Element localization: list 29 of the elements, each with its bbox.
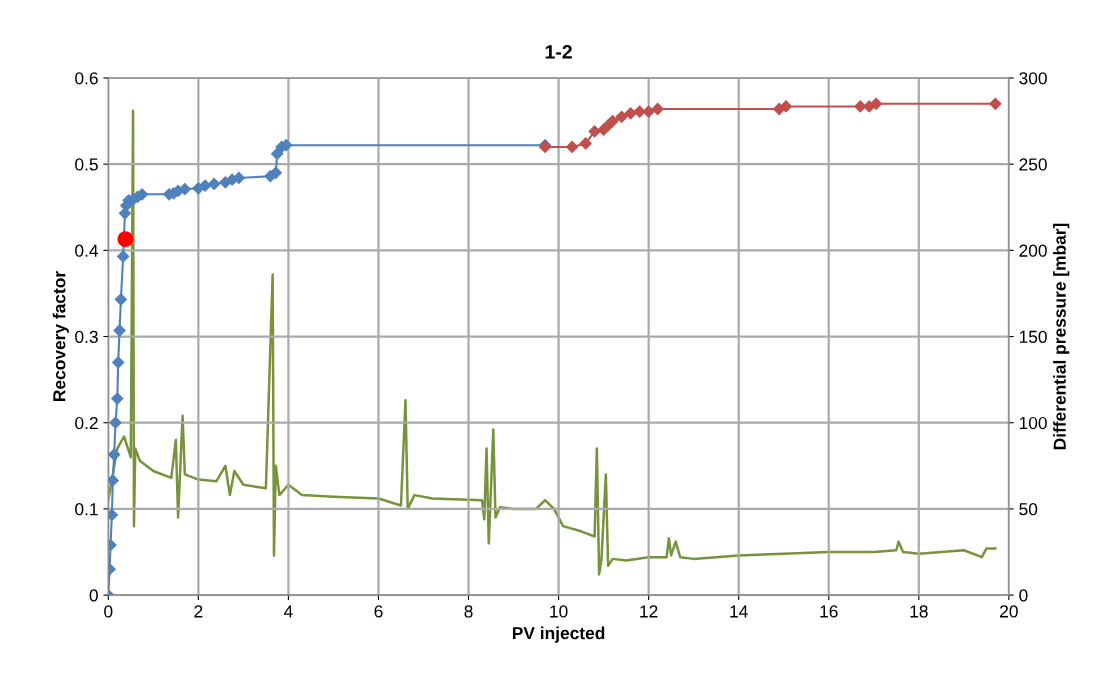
- x-tick-label: 16: [820, 605, 838, 618]
- x-tick-label: 14: [730, 605, 748, 618]
- y2-tick-label: 100: [1019, 416, 1047, 430]
- x-tick-label: 8: [464, 605, 473, 618]
- y2-tick-label: 200: [1019, 244, 1047, 257]
- y-tick-label: 0.2: [75, 416, 98, 430]
- x-tick-label: 20: [1000, 605, 1018, 618]
- y2-tick-label: 150: [1019, 330, 1047, 343]
- y2-tick-label: 50: [1019, 503, 1038, 516]
- y2-tick-label: 0: [1019, 589, 1028, 602]
- y2-tick-label: 250: [1019, 158, 1047, 171]
- y-tick-label: 0.6: [75, 72, 98, 85]
- x-tick-label: 4: [283, 605, 293, 618]
- y-tick-label: 0.3: [75, 330, 98, 343]
- y-tick-label: 0.4: [75, 244, 99, 257]
- x-tick-label: 10: [550, 605, 568, 618]
- y2-tick-label: 300: [1019, 72, 1047, 85]
- y-tick-label: 0: [89, 589, 98, 602]
- y-tick-label: 0.1: [75, 503, 98, 516]
- x-axis-title: PV injected: [512, 626, 605, 643]
- y-tick-label: 0.5: [75, 158, 98, 171]
- x-tick-label: 6: [374, 605, 383, 618]
- y2-axis-title: Differential pressure [mbar]: [1053, 223, 1070, 450]
- x-tick-label: 12: [640, 605, 658, 618]
- x-tick-label: 18: [910, 605, 928, 618]
- x-tick-label: 2: [194, 605, 203, 618]
- chart-title: 1-2: [545, 44, 572, 59]
- x-tick-label: 0: [104, 605, 113, 618]
- y-axis-title: Recovery factor: [52, 271, 69, 401]
